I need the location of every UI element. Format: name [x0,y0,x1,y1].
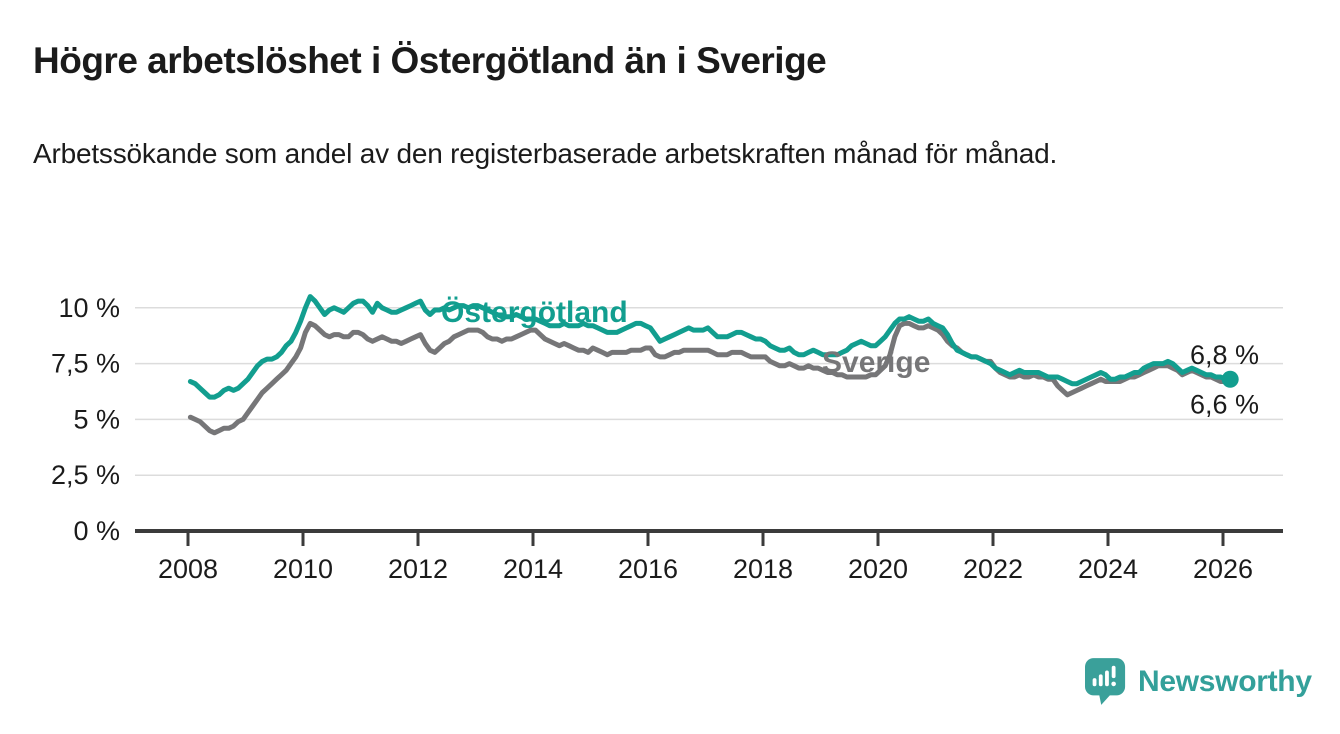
series-label-ostergotland: Östergötland [441,296,628,329]
y-tick-label: 2,5 % [51,460,120,490]
end-value-label-ostergotland: 6,8 % [1190,340,1259,370]
series-line-sverige [187,320,1233,436]
x-tick-label: 2020 [848,554,908,584]
x-tick-label: 2014 [503,554,563,584]
x-tick-label: 2018 [733,554,793,584]
y-tick-label: 10 % [58,293,120,323]
page-subtitle: Arbetssökande som andel av den registerb… [33,138,1058,169]
x-tick-label: 2012 [388,554,448,584]
y-tick-label: 5 % [73,404,120,434]
newsworthy-logo-text: Newsworthy [1138,665,1312,698]
y-tick-label: 7,5 % [51,349,120,379]
x-tick-label: 2010 [273,554,333,584]
newsworthy-logo-icon [1085,658,1126,705]
x-tick-label: 2022 [963,554,1023,584]
latest-point-dot [1221,370,1239,388]
series-label-sverige: Sverige [822,346,930,379]
x-tick-label: 2008 [158,554,218,584]
x-tick-label: 2026 [1193,554,1253,584]
page-title: Högre arbetslöshet i Östergötland än i S… [33,40,827,81]
x-tick-label: 2024 [1078,554,1138,584]
newsworthy-logo: Newsworthy [1085,656,1312,708]
end-value-label-sverige: 6,6 % [1190,390,1259,420]
series-line-ostergotland [187,294,1233,400]
x-tick-label: 2016 [618,554,678,584]
y-tick-label: 0 % [73,516,120,546]
